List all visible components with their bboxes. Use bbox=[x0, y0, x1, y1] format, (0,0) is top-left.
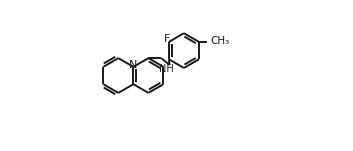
Text: F: F bbox=[164, 34, 170, 44]
Text: CH₃: CH₃ bbox=[210, 36, 229, 47]
Text: N: N bbox=[128, 60, 137, 70]
Text: NH: NH bbox=[159, 64, 174, 74]
